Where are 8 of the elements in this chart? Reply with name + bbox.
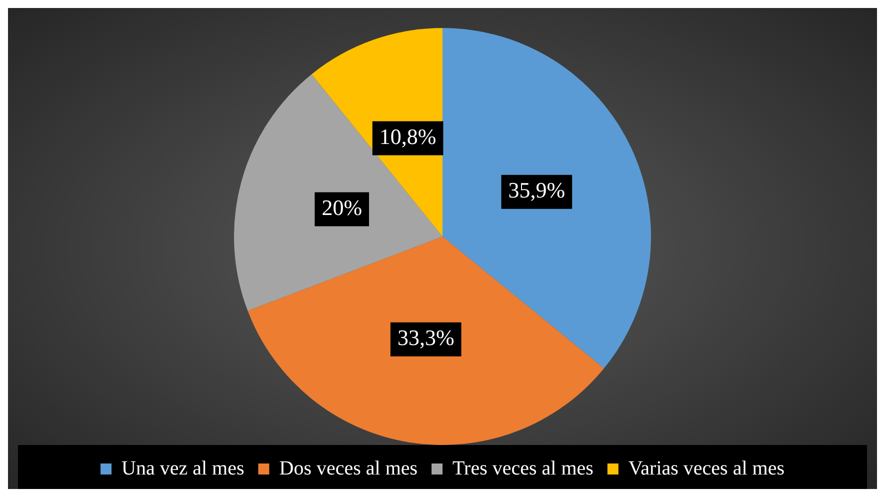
data-label: 33,3% <box>397 325 454 350</box>
legend-label: Varias veces al mes <box>628 457 785 480</box>
legend-label: Una vez al mes <box>122 457 244 480</box>
data-label: 20% <box>322 195 362 220</box>
data-label: 10,8% <box>379 124 436 149</box>
legend-label: Tres veces al mes <box>452 457 594 480</box>
legend-label: Dos veces al mes <box>279 457 418 480</box>
data-label: 35,9% <box>508 178 566 203</box>
